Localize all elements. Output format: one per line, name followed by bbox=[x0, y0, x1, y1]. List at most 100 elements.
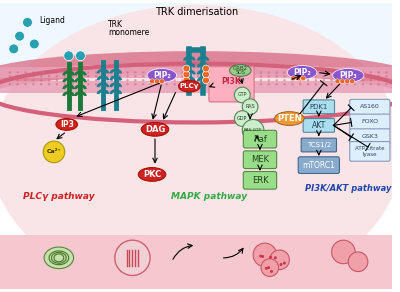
Circle shape bbox=[158, 83, 160, 85]
Circle shape bbox=[330, 71, 333, 74]
Circle shape bbox=[385, 71, 388, 74]
FancyBboxPatch shape bbox=[298, 157, 340, 173]
Circle shape bbox=[220, 79, 223, 81]
Text: PI3K: PI3K bbox=[222, 77, 241, 86]
Circle shape bbox=[362, 83, 364, 85]
Circle shape bbox=[126, 71, 129, 74]
Circle shape bbox=[48, 83, 50, 85]
Circle shape bbox=[242, 99, 258, 114]
Circle shape bbox=[64, 51, 74, 61]
Circle shape bbox=[236, 83, 238, 85]
Circle shape bbox=[95, 83, 97, 85]
FancyBboxPatch shape bbox=[243, 130, 277, 148]
Circle shape bbox=[213, 71, 215, 74]
Circle shape bbox=[301, 76, 306, 81]
Circle shape bbox=[291, 75, 294, 78]
Circle shape bbox=[385, 75, 388, 78]
Text: PIP₂: PIP₂ bbox=[293, 68, 311, 77]
Circle shape bbox=[158, 79, 160, 81]
Circle shape bbox=[48, 71, 50, 74]
Circle shape bbox=[244, 71, 246, 74]
Circle shape bbox=[183, 71, 190, 78]
Text: Ligand: Ligand bbox=[39, 16, 65, 25]
Text: mTORC1: mTORC1 bbox=[302, 161, 335, 170]
Circle shape bbox=[322, 71, 325, 74]
Circle shape bbox=[354, 71, 356, 74]
Circle shape bbox=[252, 71, 254, 74]
Circle shape bbox=[56, 75, 58, 78]
Circle shape bbox=[228, 83, 231, 85]
Circle shape bbox=[160, 79, 164, 84]
Circle shape bbox=[330, 75, 333, 78]
Circle shape bbox=[276, 83, 278, 85]
Circle shape bbox=[40, 71, 42, 74]
Circle shape bbox=[252, 79, 254, 81]
Text: GDP: GDP bbox=[237, 116, 248, 121]
Circle shape bbox=[330, 79, 333, 81]
Circle shape bbox=[43, 141, 65, 163]
Circle shape bbox=[40, 79, 42, 81]
Circle shape bbox=[79, 75, 82, 78]
Circle shape bbox=[291, 83, 294, 85]
Circle shape bbox=[15, 31, 24, 41]
Circle shape bbox=[16, 71, 19, 74]
Circle shape bbox=[205, 71, 207, 74]
Ellipse shape bbox=[56, 119, 78, 130]
Circle shape bbox=[103, 71, 105, 74]
Circle shape bbox=[265, 258, 268, 261]
Circle shape bbox=[150, 79, 152, 81]
Circle shape bbox=[111, 75, 113, 78]
FancyBboxPatch shape bbox=[243, 171, 277, 189]
Circle shape bbox=[134, 83, 136, 85]
Circle shape bbox=[244, 75, 246, 78]
Circle shape bbox=[307, 75, 309, 78]
Circle shape bbox=[277, 254, 280, 257]
Circle shape bbox=[142, 79, 144, 81]
Circle shape bbox=[315, 75, 317, 78]
Circle shape bbox=[197, 71, 199, 74]
Circle shape bbox=[197, 83, 199, 85]
Circle shape bbox=[40, 75, 42, 78]
Text: ATP citrate
lyase: ATP citrate lyase bbox=[355, 147, 384, 157]
Circle shape bbox=[253, 243, 277, 267]
Circle shape bbox=[385, 83, 388, 85]
Circle shape bbox=[150, 71, 152, 74]
Circle shape bbox=[134, 79, 136, 81]
Circle shape bbox=[338, 79, 341, 81]
Circle shape bbox=[174, 71, 176, 74]
Circle shape bbox=[189, 75, 192, 78]
Circle shape bbox=[269, 249, 272, 252]
Circle shape bbox=[260, 79, 262, 81]
Circle shape bbox=[276, 75, 278, 78]
Circle shape bbox=[189, 83, 192, 85]
Circle shape bbox=[378, 71, 380, 74]
FancyBboxPatch shape bbox=[209, 67, 254, 102]
Circle shape bbox=[338, 75, 341, 78]
Text: RAS: RAS bbox=[245, 104, 255, 109]
Circle shape bbox=[142, 75, 144, 78]
Text: PLCγ: PLCγ bbox=[180, 83, 199, 89]
Circle shape bbox=[24, 71, 27, 74]
Circle shape bbox=[76, 51, 85, 61]
Circle shape bbox=[315, 83, 317, 85]
Circle shape bbox=[291, 71, 294, 74]
Circle shape bbox=[385, 79, 388, 81]
Text: RAS-GTP: RAS-GTP bbox=[244, 128, 262, 132]
Circle shape bbox=[118, 79, 121, 81]
Circle shape bbox=[261, 259, 279, 277]
Circle shape bbox=[158, 71, 160, 74]
Circle shape bbox=[346, 71, 348, 74]
Circle shape bbox=[174, 79, 176, 81]
Circle shape bbox=[111, 83, 113, 85]
Circle shape bbox=[142, 71, 144, 74]
Circle shape bbox=[291, 79, 294, 81]
Circle shape bbox=[220, 83, 223, 85]
FancyBboxPatch shape bbox=[0, 67, 392, 78]
Circle shape bbox=[181, 75, 184, 78]
Circle shape bbox=[9, 71, 11, 74]
Text: MAPK pathway: MAPK pathway bbox=[171, 192, 247, 201]
Circle shape bbox=[228, 71, 231, 74]
Circle shape bbox=[322, 75, 325, 78]
Circle shape bbox=[150, 83, 152, 85]
Circle shape bbox=[118, 83, 121, 85]
